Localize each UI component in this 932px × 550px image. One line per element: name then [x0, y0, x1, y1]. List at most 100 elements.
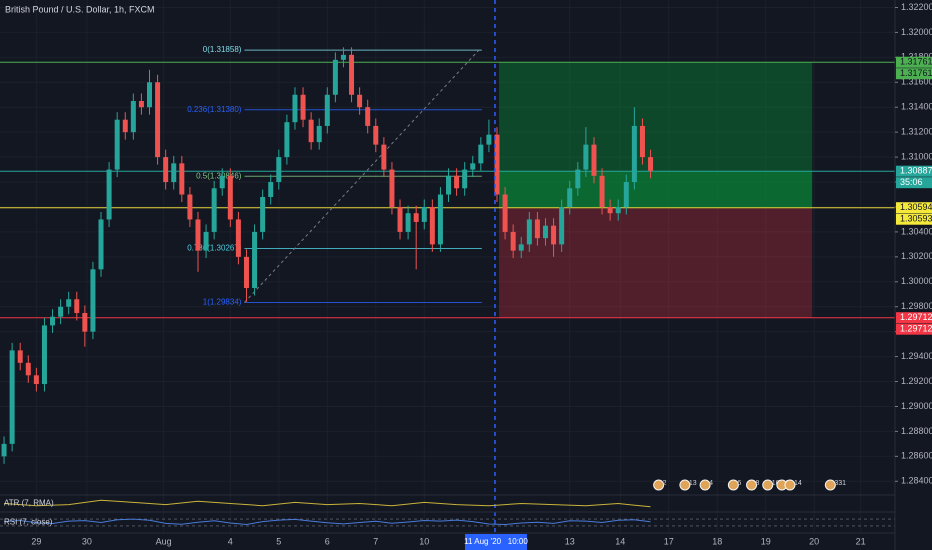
event-icon — [727, 479, 739, 491]
price-label: 1.30594 — [900, 202, 932, 212]
candle-body — [324, 94, 330, 126]
candle-body — [631, 125, 637, 183]
candle-body — [413, 213, 419, 222]
candle-body — [494, 134, 500, 195]
candle-body — [534, 219, 540, 239]
chart-title: British Pound / U.S. Dollar, 1h, FXCM — [5, 4, 155, 14]
price-label-box — [896, 323, 932, 335]
candle-body — [58, 306, 64, 317]
candle-body — [74, 299, 80, 313]
candle-body — [106, 169, 112, 220]
candle-body — [284, 122, 290, 158]
candle-body — [163, 157, 169, 183]
candle-body — [276, 157, 282, 183]
candle-body — [478, 144, 484, 164]
candle-body — [446, 175, 452, 195]
candle-body — [122, 119, 128, 133]
candle-body — [25, 362, 31, 376]
x-tick-label: 6 — [325, 536, 330, 546]
candle-body — [147, 82, 153, 108]
candle-body — [340, 54, 346, 60]
event-label: 8 — [756, 480, 760, 487]
event-label: 331 — [834, 480, 846, 487]
y-tick-label: 1.30400 — [901, 226, 932, 236]
fib-label: 0.786(1.30267) — [187, 244, 242, 253]
candle-body — [551, 225, 557, 245]
y-tick-label: 1.32000 — [901, 27, 932, 37]
y-tick-label: 1.30200 — [901, 251, 932, 261]
y-tick-label: 1.31400 — [901, 102, 932, 112]
x-tick-label: 10 — [419, 536, 429, 546]
event-icon — [699, 479, 711, 491]
candle-body — [98, 219, 104, 270]
candle-body — [575, 169, 581, 189]
event-icon — [824, 479, 836, 491]
candle-body — [332, 59, 338, 95]
candle-body — [179, 163, 185, 195]
candle-body — [421, 206, 427, 222]
x-tick-label: 30 — [82, 536, 92, 546]
candle-body — [349, 54, 355, 95]
y-tick-label: 1.28600 — [901, 451, 932, 461]
price-label: 35:06 — [900, 177, 923, 187]
fib-label: 1(1.29834) — [203, 298, 242, 307]
x-tick-label: Aug — [156, 536, 172, 546]
candle-body — [615, 206, 621, 214]
event-label: 14 — [794, 480, 802, 487]
candle-body — [599, 175, 605, 207]
fib-label: 0(1.31858) — [203, 45, 242, 54]
indicator-line — [3, 499, 651, 508]
price-label-box — [896, 213, 932, 225]
candle-body — [381, 144, 387, 170]
price-label: 1.30593 — [900, 214, 932, 224]
x-tick-label: 21 — [856, 536, 866, 546]
indicator-line — [3, 518, 651, 526]
x-tick-label: 18 — [712, 536, 722, 546]
candle-body — [171, 163, 177, 183]
event-icon — [746, 479, 758, 491]
pane-label: ATR (7, RMA) — [4, 499, 54, 508]
event-label: 13 — [689, 480, 697, 487]
event-label: 2 — [663, 480, 667, 487]
candle-body — [260, 197, 266, 232]
candle-body — [389, 169, 395, 207]
candle-body — [219, 175, 225, 189]
x-tick-label: 29 — [31, 536, 41, 546]
candle-body — [437, 194, 443, 245]
candle-body — [462, 169, 468, 189]
y-tick-label: 1.30000 — [901, 276, 932, 286]
y-tick-label: 1.29400 — [901, 351, 932, 361]
x-tick-label: 13 — [565, 536, 575, 546]
event-icon — [784, 479, 796, 491]
candle-body — [486, 134, 492, 145]
candle-body — [203, 231, 209, 251]
candle-body — [542, 225, 548, 239]
event-icon — [762, 479, 774, 491]
price-label: 1.30887 — [900, 166, 932, 176]
price-label: 1.29712 — [900, 312, 932, 322]
pane-label: RSI (7, close) — [4, 518, 53, 527]
price-label-box — [896, 165, 932, 177]
price-axis — [895, 0, 932, 550]
y-tick-label: 1.31600 — [901, 77, 932, 87]
candle-body — [518, 244, 524, 251]
candle-body — [316, 125, 322, 143]
candle-body — [526, 219, 532, 245]
candle-body — [648, 157, 654, 171]
candle-body — [243, 256, 249, 289]
event-label: 16 — [772, 480, 780, 487]
candle-body — [41, 325, 47, 385]
event-label: 4 — [709, 480, 713, 487]
x-tick-label: 7 — [373, 536, 378, 546]
candle-body — [138, 100, 144, 108]
candle-body — [90, 269, 96, 332]
candle-body — [300, 94, 306, 120]
candle-body — [130, 100, 136, 133]
candle-body — [33, 375, 39, 385]
candle-body — [510, 231, 516, 251]
candle-body — [268, 182, 274, 198]
candle-body — [292, 94, 298, 123]
fib-label: 0.236(1.31380) — [187, 105, 242, 114]
y-tick-label: 1.29000 — [901, 401, 932, 411]
